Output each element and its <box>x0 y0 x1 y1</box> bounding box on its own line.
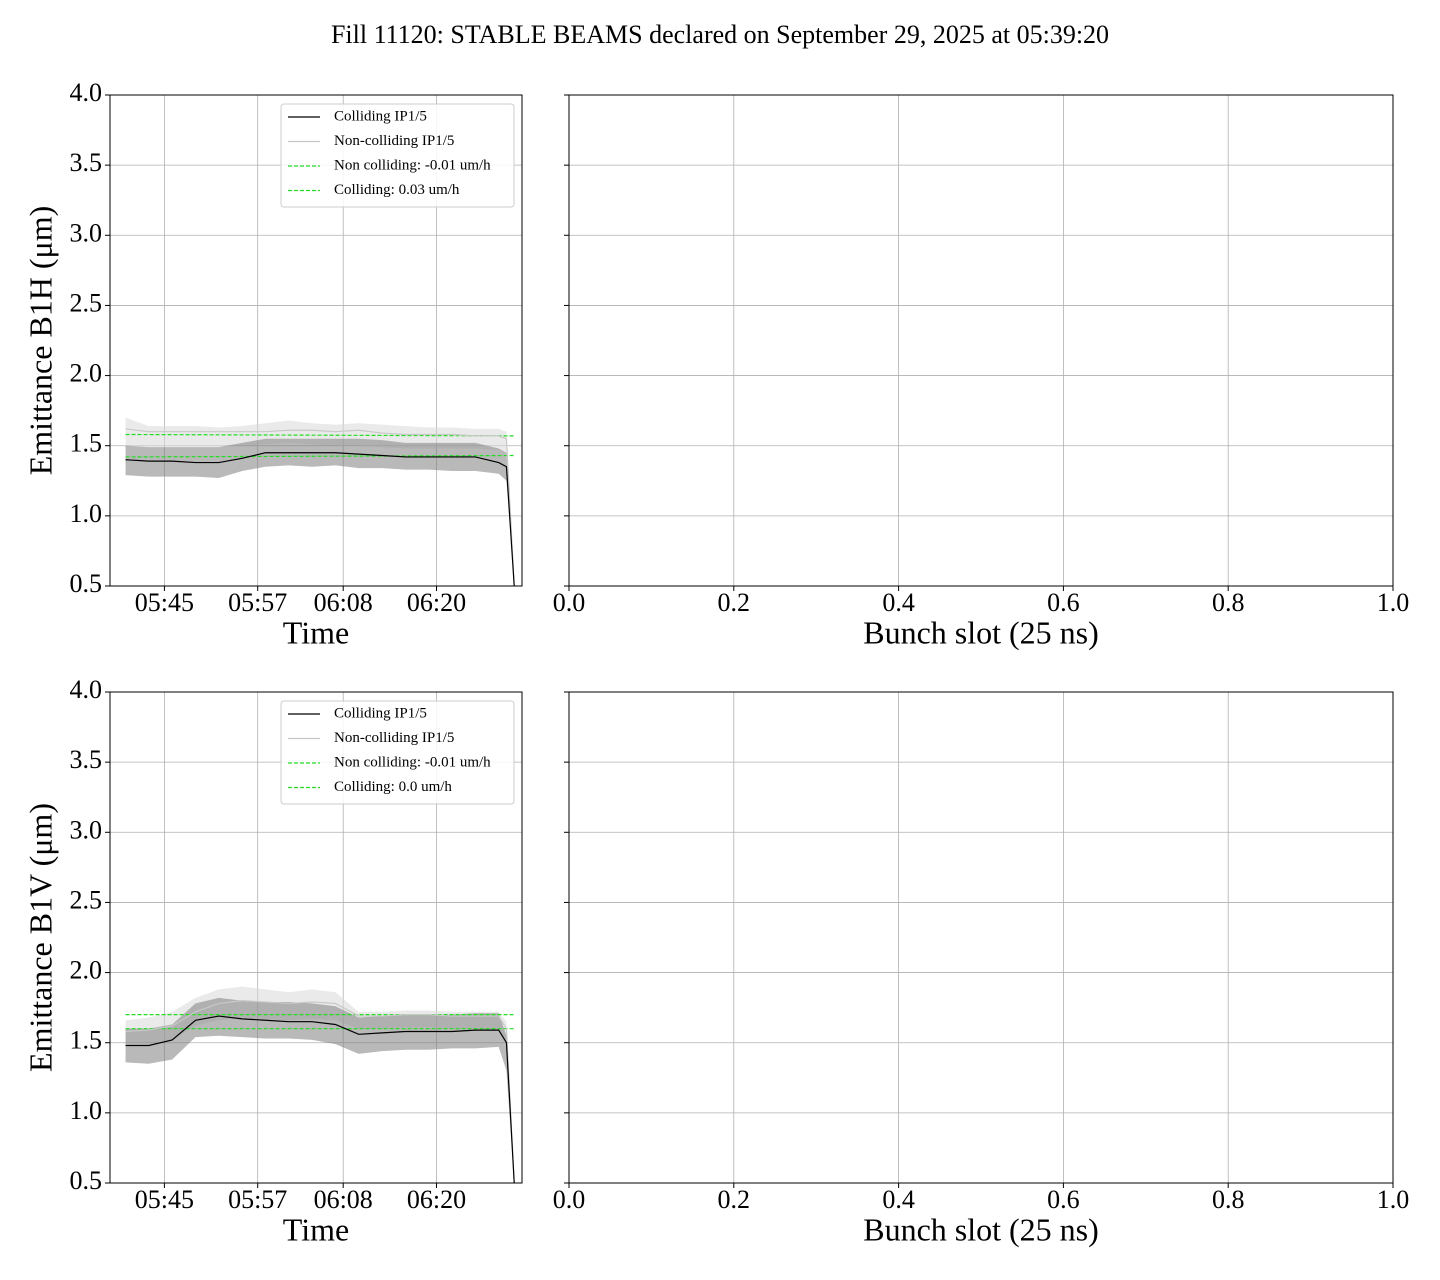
legend-box <box>280 700 515 805</box>
x-axis-label: Bunch slot (25 ns) <box>863 614 1099 650</box>
y-axis-label: Emittance B1V (μm) <box>22 803 58 1072</box>
x-tick-label: 0.6 <box>1047 1185 1080 1214</box>
series-line <box>125 428 515 587</box>
legend-label: Non colliding: -0.01 um/h <box>334 157 491 173</box>
series-line <box>125 1015 515 1184</box>
y-axis-label: Emittance B1H (μm) <box>22 206 58 476</box>
x-tick-label: 0.4 <box>882 1185 915 1214</box>
y-tick-label: 0.5 <box>70 1166 103 1195</box>
legend-label: Non-colliding IP1/5 <box>334 730 454 746</box>
x-tick-label: 06:08 <box>314 588 373 617</box>
x-tick-label: 0.8 <box>1212 1185 1245 1214</box>
y-tick-label: 4.0 <box>70 675 103 704</box>
y-tick-label: 2.0 <box>70 956 103 985</box>
legend-label: Colliding: 0.03 um/h <box>334 182 460 198</box>
y-tick-label: 2.0 <box>70 359 103 388</box>
y-tick-label: 2.5 <box>70 885 103 914</box>
x-tick-label: 0.4 <box>882 588 915 617</box>
series-line <box>125 1000 515 1184</box>
y-tick-label: 1.5 <box>70 1026 103 1055</box>
axes-frame <box>109 691 523 1184</box>
x-tick-label: 0.8 <box>1212 588 1245 617</box>
x-axis-label: Bunch slot (25 ns) <box>863 1211 1099 1247</box>
x-tick-label: 0.6 <box>1047 588 1080 617</box>
legend-label: Colliding IP1/5 <box>334 108 427 124</box>
x-tick-label: 06:08 <box>314 1185 373 1214</box>
x-tick-label: 05:57 <box>228 588 287 617</box>
band <box>125 438 515 586</box>
axes-frame <box>568 94 1394 587</box>
x-tick-label: 05:45 <box>135 1185 194 1214</box>
y-tick-label: 2.5 <box>70 288 103 317</box>
axes-frame <box>109 94 523 587</box>
legend-label: Non-colliding IP1/5 <box>334 133 454 149</box>
figure-title: Fill 11120: STABLE BEAMS declared on Sep… <box>331 20 1109 49</box>
x-tick-label: 0.2 <box>718 588 751 617</box>
y-tick-label: 1.0 <box>70 499 103 528</box>
y-tick-label: 3.0 <box>70 218 103 247</box>
x-tick-label: 05:45 <box>135 588 194 617</box>
y-tick-label: 1.0 <box>70 1096 103 1125</box>
x-tick-label: 06:20 <box>407 1185 466 1214</box>
x-tick-label: 0.2 <box>718 1185 751 1214</box>
band <box>125 997 515 1183</box>
y-tick-label: 0.5 <box>70 569 103 598</box>
x-tick-label: 1.0 <box>1377 588 1410 617</box>
x-tick-label: 0.0 <box>553 588 586 617</box>
series-line <box>125 433 515 437</box>
x-tick-label: 06:20 <box>407 588 466 617</box>
axes-frame <box>568 691 1394 1184</box>
legend-label: Non colliding: -0.01 um/h <box>334 754 491 770</box>
x-axis-label: Time <box>283 614 349 650</box>
y-tick-label: 3.5 <box>70 745 103 774</box>
series-line <box>125 452 515 587</box>
y-tick-label: 1.5 <box>70 429 103 458</box>
x-tick-label: 1.0 <box>1377 1185 1410 1214</box>
x-axis-label: Time <box>283 1211 349 1247</box>
legend-box <box>280 103 515 208</box>
y-tick-label: 3.0 <box>70 815 103 844</box>
y-tick-label: 3.5 <box>70 148 103 177</box>
series-line <box>125 454 515 458</box>
x-tick-label: 05:57 <box>228 1185 287 1214</box>
y-tick-label: 4.0 <box>70 78 103 107</box>
legend-label: Colliding: 0.0 um/h <box>334 779 452 795</box>
x-tick-label: 0.0 <box>553 1185 586 1214</box>
legend-label: Colliding IP1/5 <box>334 705 427 721</box>
